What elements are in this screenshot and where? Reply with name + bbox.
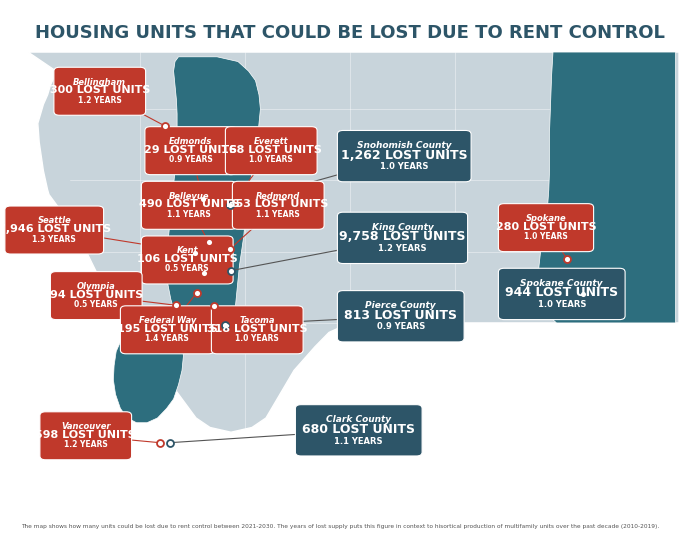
FancyBboxPatch shape: [141, 236, 233, 284]
Text: Snohomish County: Snohomish County: [357, 141, 452, 150]
Text: Seattle: Seattle: [37, 217, 71, 226]
FancyBboxPatch shape: [498, 204, 594, 252]
Text: 490 LOST UNITS: 490 LOST UNITS: [139, 199, 239, 210]
FancyBboxPatch shape: [232, 181, 324, 229]
Text: Vancouver: Vancouver: [61, 422, 111, 431]
Text: The map shows how many units could be lost due to rent control between 2021-2030: The map shows how many units could be lo…: [21, 524, 659, 529]
Text: Everett: Everett: [254, 137, 288, 146]
Text: HOUSING UNITS THAT COULD BE LOST DUE TO RENT CONTROL: HOUSING UNITS THAT COULD BE LOST DUE TO …: [35, 24, 665, 42]
Text: Federal Way: Federal Way: [139, 316, 196, 325]
Text: 318 LOST UNITS: 318 LOST UNITS: [207, 324, 307, 334]
FancyBboxPatch shape: [54, 68, 146, 115]
Text: Bellingham: Bellingham: [74, 78, 126, 87]
Text: Pierce County: Pierce County: [365, 301, 436, 310]
Text: Kent: Kent: [176, 246, 198, 255]
Text: 0.5 YEARS: 0.5 YEARS: [165, 265, 209, 273]
Polygon shape: [28, 52, 679, 432]
Text: 0.5 YEARS: 0.5 YEARS: [74, 300, 118, 309]
FancyBboxPatch shape: [120, 306, 214, 354]
FancyBboxPatch shape: [337, 131, 471, 182]
Text: 1.2 YEARS: 1.2 YEARS: [64, 440, 108, 449]
Text: 300 LOST UNITS: 300 LOST UNITS: [50, 85, 150, 95]
Text: 1.0 YEARS: 1.0 YEARS: [524, 232, 568, 241]
Text: 280 LOST UNITS: 280 LOST UNITS: [496, 222, 596, 232]
Text: King County: King County: [372, 222, 433, 232]
Text: 168 LOST UNITS: 168 LOST UNITS: [220, 145, 322, 154]
Text: Olympia: Olympia: [77, 282, 116, 291]
FancyBboxPatch shape: [337, 291, 464, 342]
Text: 1.0 YEARS: 1.0 YEARS: [235, 334, 279, 343]
Text: 0.9 YEARS: 0.9 YEARS: [169, 155, 213, 164]
Text: 1,262 LOST UNITS: 1,262 LOST UNITS: [341, 148, 468, 161]
Text: 1.0 YEARS: 1.0 YEARS: [538, 300, 586, 309]
Text: 1.0 YEARS: 1.0 YEARS: [380, 163, 428, 171]
FancyBboxPatch shape: [50, 272, 142, 320]
Text: 9,758 LOST UNITS: 9,758 LOST UNITS: [340, 231, 466, 244]
FancyBboxPatch shape: [145, 127, 237, 174]
Text: Redmond: Redmond: [256, 192, 300, 201]
Text: 944 LOST UNITS: 944 LOST UNITS: [505, 287, 618, 300]
Text: 1.1 YEARS: 1.1 YEARS: [256, 210, 300, 219]
Text: Bellevue: Bellevue: [169, 192, 209, 201]
Text: 1.1 YEARS: 1.1 YEARS: [167, 210, 211, 219]
FancyBboxPatch shape: [295, 404, 422, 456]
Text: 29 LOST UNITS: 29 LOST UNITS: [144, 145, 237, 154]
Text: Spokane County: Spokane County: [521, 279, 603, 288]
Polygon shape: [538, 52, 676, 323]
Text: Edmonds: Edmonds: [169, 137, 212, 146]
FancyBboxPatch shape: [498, 268, 625, 320]
FancyBboxPatch shape: [337, 212, 468, 264]
Polygon shape: [113, 333, 183, 423]
Text: 1.3 YEARS: 1.3 YEARS: [32, 234, 76, 244]
Text: 106 LOST UNITS: 106 LOST UNITS: [137, 254, 237, 264]
Text: Clark County: Clark County: [326, 415, 391, 424]
Text: 0.9 YEARS: 0.9 YEARS: [377, 322, 425, 332]
FancyBboxPatch shape: [211, 306, 303, 354]
FancyBboxPatch shape: [225, 127, 317, 174]
Text: 195 LOST UNITS: 195 LOST UNITS: [117, 324, 218, 334]
FancyBboxPatch shape: [141, 181, 237, 229]
Text: 813 LOST UNITS: 813 LOST UNITS: [344, 309, 457, 322]
Text: 598 LOST UNITS: 598 LOST UNITS: [36, 430, 136, 440]
Text: 1.0 YEARS: 1.0 YEARS: [249, 155, 293, 164]
Text: 353 LOST UNITS: 353 LOST UNITS: [228, 199, 328, 210]
Polygon shape: [167, 57, 260, 337]
Text: 680 LOST UNITS: 680 LOST UNITS: [302, 423, 415, 436]
Text: 1.1 YEARS: 1.1 YEARS: [335, 436, 383, 446]
Text: 1.2 YEARS: 1.2 YEARS: [378, 244, 427, 253]
FancyBboxPatch shape: [40, 412, 132, 460]
FancyBboxPatch shape: [5, 206, 104, 254]
Text: 1.2 YEARS: 1.2 YEARS: [78, 96, 122, 105]
Text: 7,946 LOST UNITS: 7,946 LOST UNITS: [0, 224, 111, 234]
Text: 94 LOST UNITS: 94 LOST UNITS: [50, 289, 143, 300]
Text: 1.4 YEARS: 1.4 YEARS: [146, 334, 189, 343]
Text: Tacoma: Tacoma: [239, 316, 275, 325]
Text: Spokane: Spokane: [526, 214, 566, 223]
